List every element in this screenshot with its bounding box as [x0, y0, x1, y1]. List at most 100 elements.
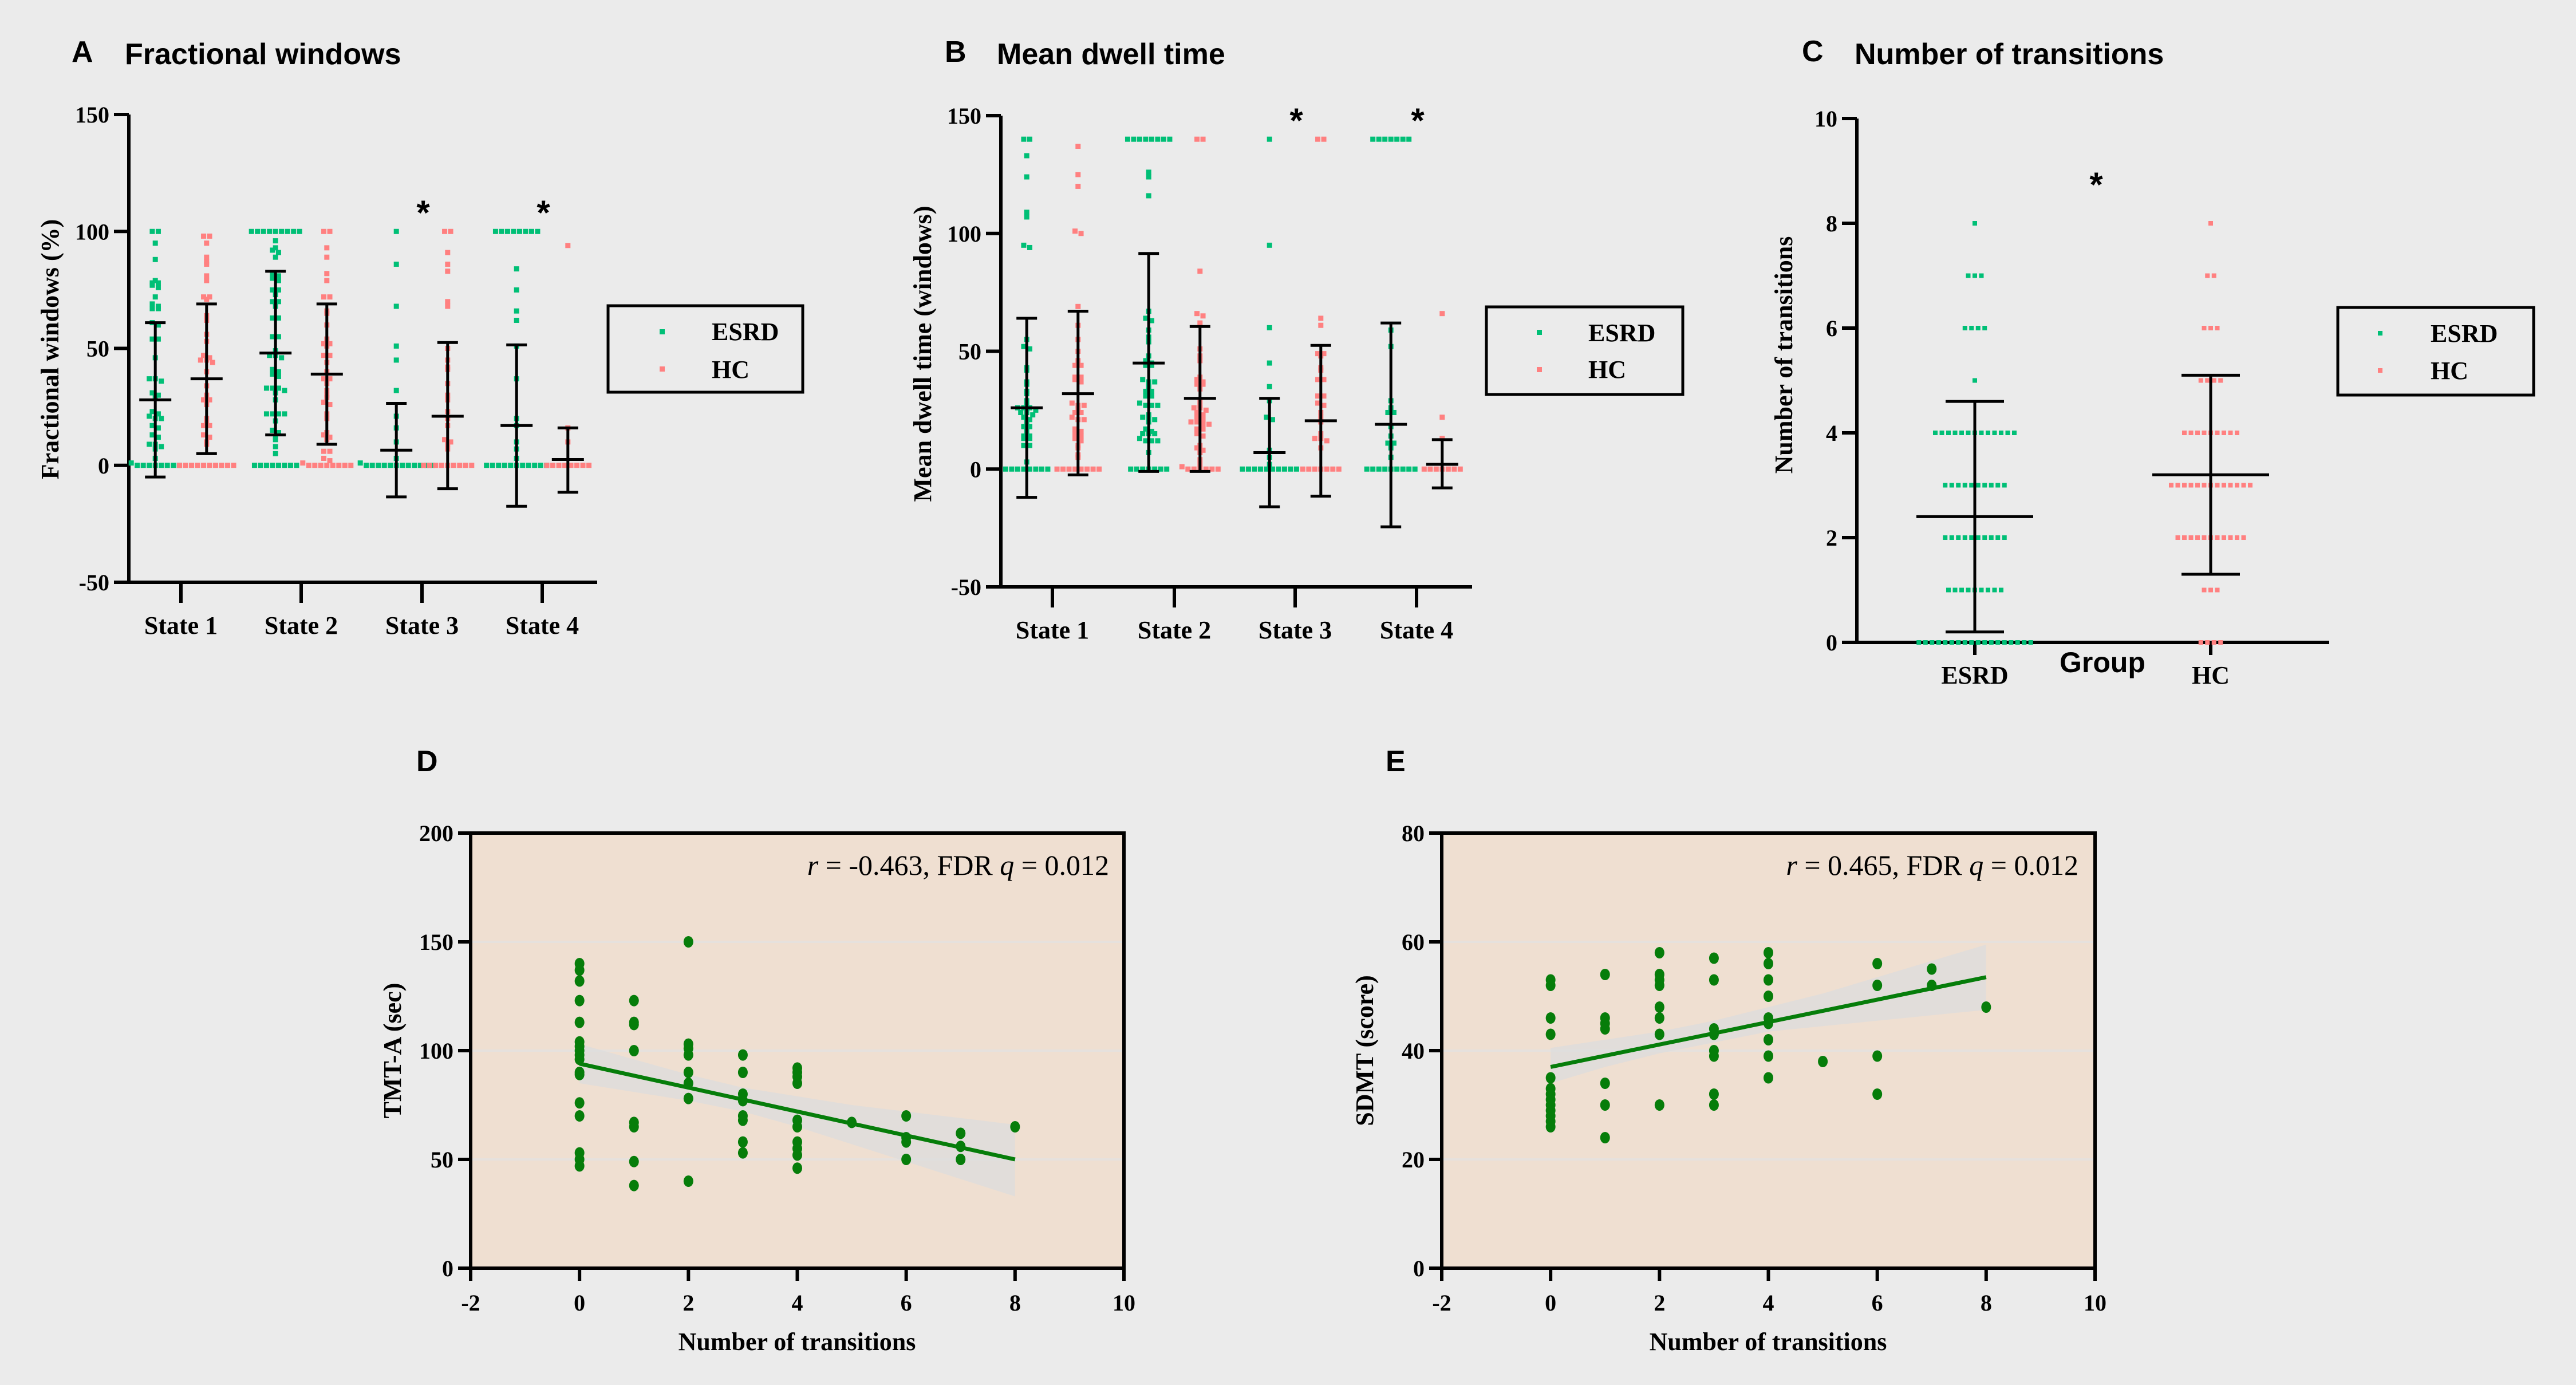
- esrd-point: [1930, 640, 1935, 645]
- hc-point: [321, 376, 327, 382]
- hc-point: [1194, 431, 1200, 437]
- hc-point: [457, 463, 463, 468]
- esrd-point: [2002, 483, 2007, 488]
- hc-point: [2228, 483, 2233, 488]
- x-category-label: HC: [2192, 661, 2230, 689]
- data-point: [574, 1068, 585, 1080]
- hc-point: [2235, 535, 2239, 540]
- esrd-point: [2002, 535, 2007, 540]
- esrd-point: [526, 463, 531, 468]
- esrd-point: [1149, 136, 1154, 142]
- esrd-point: [1267, 325, 1272, 330]
- data-point: [1654, 1028, 1664, 1040]
- esrd-point: [1975, 326, 1981, 330]
- y-tick-label: -50: [79, 570, 109, 595]
- data-point: [792, 1078, 802, 1089]
- esrd-point: [251, 463, 257, 468]
- regression-line: [579, 1062, 1016, 1162]
- esrd-point: [1400, 136, 1406, 142]
- hc-point: [1075, 183, 1081, 189]
- panel-letter: D: [416, 745, 438, 778]
- esrd-point: [1140, 431, 1146, 437]
- esrd-point: [1916, 640, 1922, 645]
- esrd-point: [1024, 210, 1029, 215]
- data-point: [1709, 1050, 1719, 1062]
- r-symbol: r: [807, 849, 819, 881]
- data-point: [956, 1154, 966, 1165]
- esrd-point: [1959, 587, 1964, 593]
- hc-point: [1315, 136, 1321, 142]
- hc-point: [1321, 351, 1327, 357]
- hc-point: [2202, 483, 2207, 488]
- esrd-point: [149, 423, 155, 428]
- hc-point: [2211, 640, 2216, 645]
- hc-point: [2198, 640, 2203, 645]
- hc-point: [1197, 320, 1203, 326]
- esrd-point: [1252, 466, 1257, 472]
- data-point: [1764, 1034, 1773, 1045]
- esrd-point: [1143, 403, 1149, 408]
- data-point: [629, 1019, 639, 1031]
- esrd-point: [1143, 315, 1149, 321]
- hc-point: [210, 360, 215, 365]
- esrd-point: [1033, 466, 1039, 472]
- esrd-point: [1146, 174, 1151, 180]
- y-tick-label: 100: [75, 219, 109, 244]
- esrd-point: [1949, 483, 1954, 488]
- hc-point: [1206, 421, 1212, 427]
- esrd-point: [1975, 535, 1981, 540]
- data-point: [792, 1121, 802, 1133]
- esrd-point: [149, 301, 155, 307]
- hc-point: [1321, 393, 1327, 399]
- esrd-point: [1137, 400, 1142, 406]
- panel-d-tmt-a-scatter: D TMT-A (sec) Number of transitions 0 50 1…: [378, 745, 1135, 1356]
- hc-point: [195, 463, 200, 468]
- panel-c-number-of-transitions: C Number of transitions Number of transi…: [1770, 35, 2535, 689]
- significance-star: *: [2089, 165, 2103, 204]
- significance-star: *: [536, 194, 550, 232]
- data-point: [574, 995, 585, 1007]
- hc-point: [336, 463, 342, 468]
- data-point: [1545, 1121, 1556, 1133]
- hc-point: [1321, 377, 1327, 382]
- panel-title: Number of transitions: [1855, 38, 2164, 71]
- hc-point: [204, 278, 210, 283]
- hc-point: [225, 463, 231, 468]
- hc-point: [463, 463, 468, 468]
- y-tick-label: -50: [951, 574, 981, 600]
- y-axis-title: SDMT (score): [1351, 975, 1379, 1126]
- esrd-point: [1956, 640, 1961, 645]
- x-tick-label: 0: [1545, 1290, 1556, 1316]
- hc-point: [1439, 311, 1445, 317]
- data-point: [1545, 1012, 1556, 1024]
- esrd-point: [1959, 431, 1964, 435]
- esrd-point: [270, 334, 275, 340]
- hc-point: [231, 463, 236, 468]
- esrd-point: [1982, 640, 1987, 645]
- hc-point: [321, 294, 327, 300]
- esrd-point: [429, 463, 435, 468]
- regression-line: [1550, 975, 1987, 1069]
- hc-point: [1315, 351, 1321, 357]
- significance-star: *: [416, 194, 430, 232]
- hc-point: [207, 233, 212, 239]
- data-point: [792, 1149, 802, 1161]
- data-point: [1545, 980, 1556, 991]
- esrd-point: [275, 287, 281, 293]
- x-category-label: State 1: [1016, 616, 1089, 644]
- esrd-point: [514, 317, 519, 323]
- esrd-point: [1149, 362, 1154, 368]
- hc-point: [2195, 431, 2200, 435]
- hc-point: [427, 463, 432, 468]
- esrd-point: [1962, 640, 1967, 645]
- esrd-point: [1140, 466, 1146, 472]
- esrd-point: [159, 463, 164, 468]
- hc-point: [1072, 377, 1078, 382]
- hc-point: [1096, 466, 1102, 472]
- data-point: [1709, 952, 1719, 964]
- data-point: [1545, 1028, 1556, 1040]
- esrd-point: [255, 228, 261, 234]
- hc-point: [1078, 374, 1084, 380]
- x-category-label: State 4: [506, 611, 579, 640]
- hc-point: [586, 463, 592, 468]
